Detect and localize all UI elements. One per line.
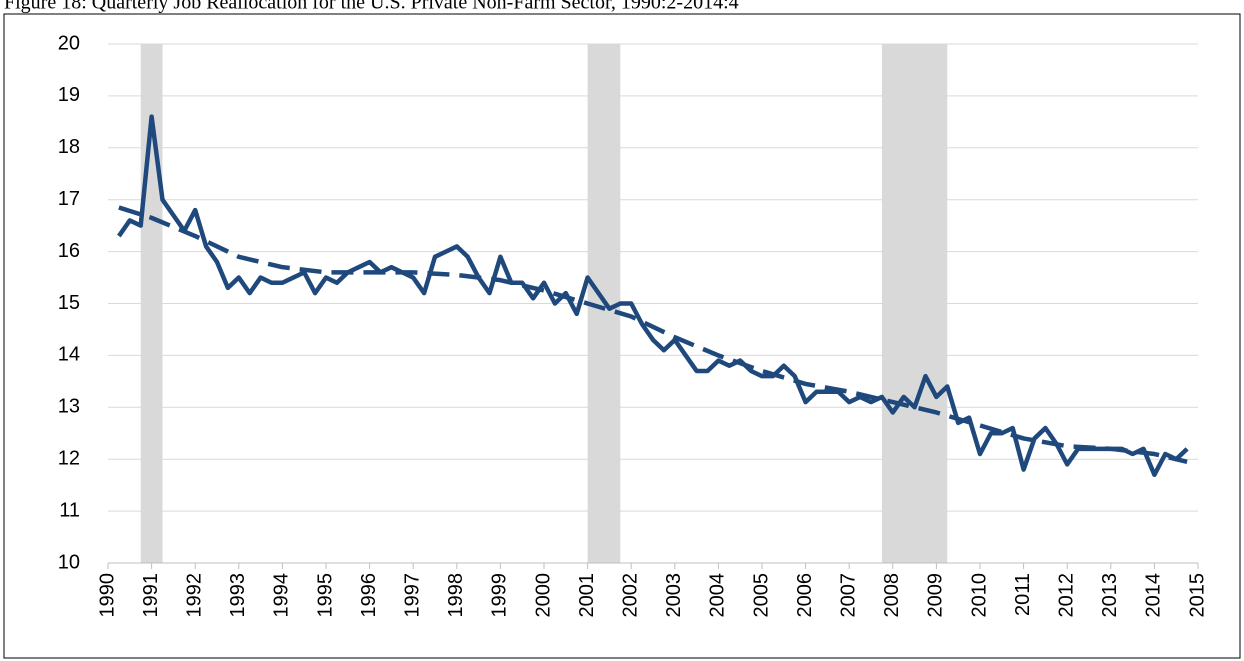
- y-tick-label: 19: [58, 84, 80, 106]
- x-tick-label: 2001: [576, 573, 598, 618]
- y-tick-label: 13: [58, 396, 80, 418]
- y-tick-label: 16: [58, 240, 80, 262]
- data-line: [117, 114, 1189, 478]
- x-tick-label: 1995: [314, 573, 336, 618]
- x-tick-label: 2013: [1099, 573, 1121, 618]
- y-tick-label: 14: [58, 344, 80, 366]
- chart-title: Figure 18: Quarterly Job Reallocation fo…: [4, 0, 739, 14]
- chart-frame: [3, 13, 1241, 659]
- y-tick-label: 18: [58, 136, 80, 158]
- x-tick-label: 1998: [445, 573, 467, 618]
- x-tick-label: 1990: [96, 573, 118, 618]
- x-tick-label: 1991: [140, 573, 162, 618]
- x-tick-label: 1992: [183, 573, 205, 618]
- y-tick-label: 17: [58, 188, 80, 210]
- x-tick-label: 2003: [663, 573, 685, 618]
- x-tick-label: 2009: [925, 573, 947, 618]
- x-tick-label: 2014: [1143, 573, 1165, 618]
- x-tick-label: 2008: [881, 573, 903, 618]
- y-tick-label: 11: [59, 499, 80, 521]
- x-tick-label: 1993: [227, 573, 249, 618]
- x-tick-label: 2007: [837, 573, 859, 618]
- x-tick-label: 1996: [358, 573, 380, 618]
- x-tick-label: 1997: [401, 573, 423, 618]
- x-tick-label: 2011: [1012, 573, 1034, 616]
- y-tick-label: 10: [58, 551, 80, 573]
- x-tick-label: 2004: [707, 573, 729, 618]
- x-tick-label: 2000: [532, 573, 554, 618]
- x-tick-label: 2006: [794, 573, 816, 618]
- x-tick-label: 2015: [1186, 573, 1208, 618]
- x-tick-label: 2012: [1055, 573, 1077, 618]
- y-tick-label: 20: [58, 32, 80, 54]
- x-tick-label: 2010: [968, 573, 990, 618]
- x-tick-label: 1994: [271, 573, 293, 618]
- x-tick-label: 2005: [750, 573, 772, 618]
- y-tick-label: 15: [58, 292, 80, 314]
- x-tick-label: 2002: [619, 573, 641, 618]
- y-tick-label: 12: [58, 447, 80, 469]
- trend-line: [118, 205, 1188, 464]
- x-tick-label: 1999: [489, 573, 511, 618]
